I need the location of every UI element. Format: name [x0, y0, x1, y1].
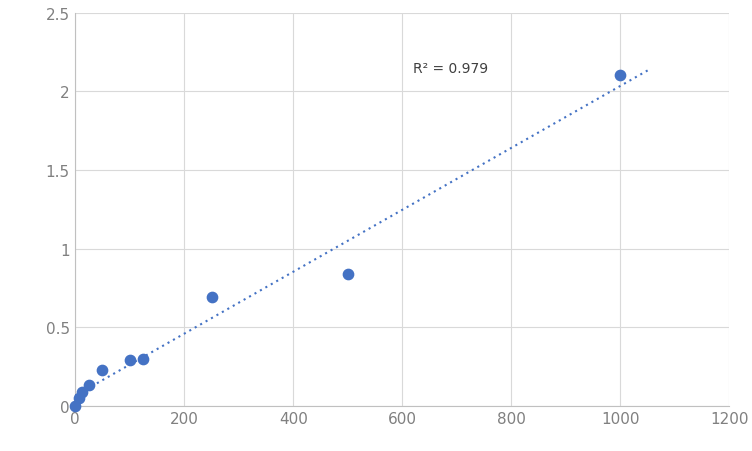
Text: R² = 0.979: R² = 0.979 — [413, 61, 488, 75]
Point — [123, 357, 135, 364]
Point — [76, 388, 88, 396]
Point — [341, 271, 353, 278]
Point — [96, 366, 108, 373]
Point — [83, 382, 95, 389]
Point — [614, 73, 626, 80]
Point — [205, 294, 217, 301]
Point — [73, 395, 85, 402]
Point — [138, 355, 150, 363]
Point — [69, 402, 81, 410]
